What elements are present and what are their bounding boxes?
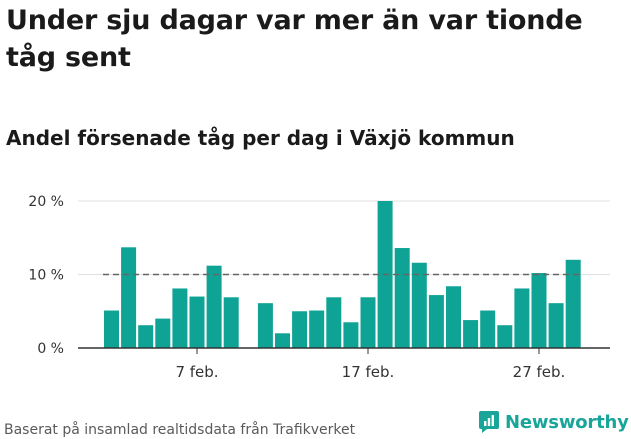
y-tick-label: 20 % [28,194,64,210]
bar [463,320,479,348]
bar [223,297,239,348]
bars [104,201,581,348]
bar [428,295,444,348]
bar [275,333,290,348]
bar [480,310,496,348]
bar [292,311,308,348]
bar [394,248,410,348]
y-tick-label: 0 % [37,341,64,357]
newsworthy-logo-icon [479,411,499,433]
bar [172,288,188,348]
bar [138,325,154,348]
bar [446,286,461,348]
x-tick-label: 27 feb. [513,363,566,381]
bar [514,288,530,348]
brand-name: Newsworthy [505,411,629,433]
brand-logo[interactable]: Newsworthy [478,408,629,436]
bar [531,273,547,348]
chart-title: Under sju dagar var mer än var tionde tå… [6,5,583,73]
bar [206,265,222,348]
bar [104,310,119,348]
bar [326,297,342,348]
x-tick-label: 17 feb. [342,363,395,381]
bar [309,310,325,348]
y-tick-label: 10 % [28,268,64,284]
bar [155,318,171,348]
bar [497,325,513,348]
source-note: Baserat på insamlad realtidsdata från Tr… [4,422,356,438]
chart-subtitle: Andel försenade tåg per dag i Växjö komm… [6,126,515,150]
bar [548,303,564,348]
bar [121,247,137,348]
bar [360,297,376,348]
bar [257,303,273,348]
bar [343,322,359,348]
x-tick-label: 7 feb. [175,363,218,381]
bar [189,296,205,348]
x-axis-ticks: 7 feb. 17 feb. 27 feb. [175,348,565,381]
gridlines [78,200,610,275]
y-axis-ticks: 0 % 10 % 20 % [28,194,64,357]
bar [565,259,581,348]
bar [411,262,427,348]
